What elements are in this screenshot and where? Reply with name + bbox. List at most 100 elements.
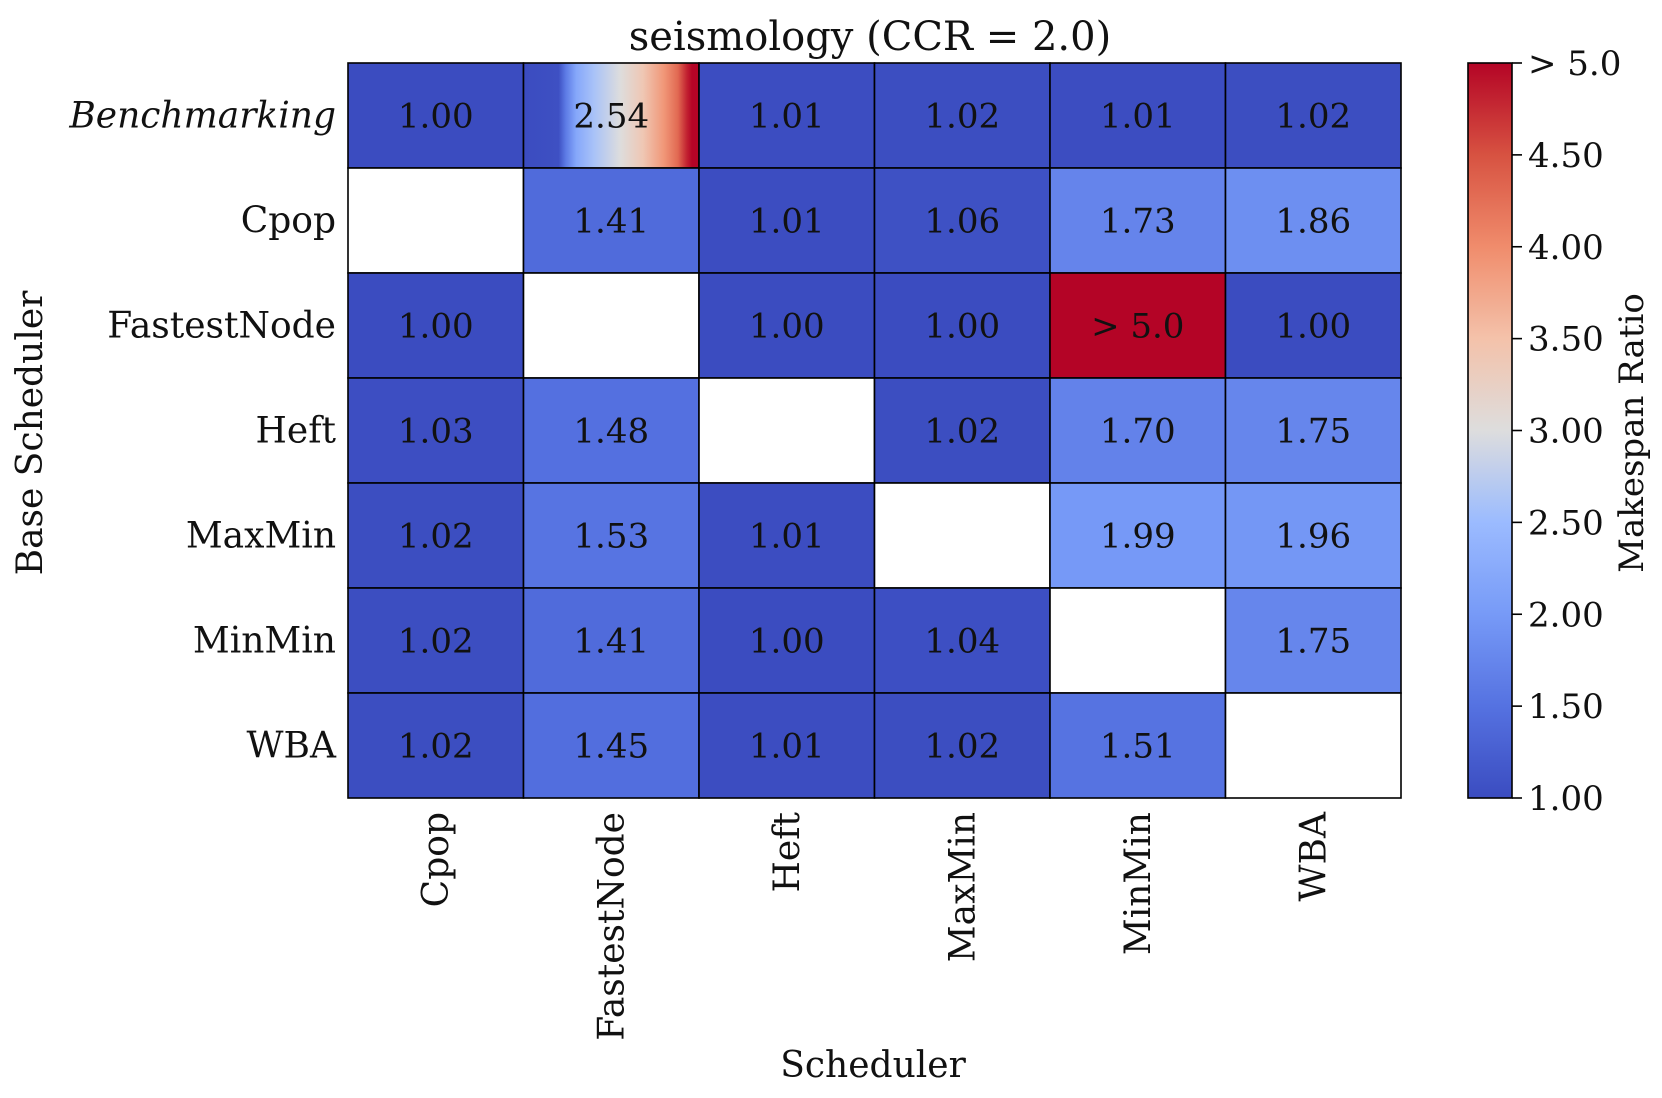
cell-value-label: 1.00 xyxy=(749,307,825,347)
x-axis-label: Scheduler xyxy=(780,1045,966,1086)
cell-value-label: 1.00 xyxy=(749,622,825,662)
cell-value-label: 1.01 xyxy=(749,202,825,242)
heatmap-cell xyxy=(1224,272,1402,379)
colorbar-tick-label: > 5.0 xyxy=(1528,44,1621,84)
heatmap-cell xyxy=(1049,692,1227,799)
cell-value-label: 1.02 xyxy=(924,412,1000,452)
heatmap-cell xyxy=(522,377,700,484)
cell-value-label: 1.02 xyxy=(398,622,474,662)
cell-value-label: 1.01 xyxy=(749,517,825,557)
heatmap-cell xyxy=(1049,62,1227,169)
heatmap-cell xyxy=(698,692,876,799)
x-tick-label: Heft xyxy=(767,811,808,892)
heatmap-cell xyxy=(698,167,876,274)
heatmap-cell xyxy=(698,587,876,694)
heatmap-cell xyxy=(347,62,525,169)
colorbar-tick-label: 1.50 xyxy=(1528,687,1604,727)
colorbar-tick-label: 4.00 xyxy=(1528,228,1604,268)
colorbar-gradient xyxy=(1467,62,1513,799)
heatmap-cell xyxy=(1224,692,1402,799)
heatmap-cell xyxy=(1224,377,1402,484)
cell-value-label: 1.01 xyxy=(1100,97,1176,137)
heatmap-cell xyxy=(347,167,525,274)
x-tick-label: WBA xyxy=(1293,811,1334,901)
cell-value-label: 1.45 xyxy=(573,727,649,767)
heatmap-cell xyxy=(873,377,1051,484)
cell-value-label: 1.48 xyxy=(573,412,649,452)
heatmap-cell xyxy=(1049,482,1227,589)
cell-value-label: 1.75 xyxy=(1275,412,1351,452)
y-tick-label: MinMin xyxy=(193,621,336,662)
x-tick-label: FastestNode xyxy=(591,812,632,1041)
cell-value-label: 1.02 xyxy=(924,97,1000,137)
heatmap-cell xyxy=(522,587,700,694)
colorbar-label: Makespan Ratio xyxy=(1612,293,1652,573)
heatmap-cell xyxy=(698,377,876,484)
chart-title: seismology (CCR = 2.0) xyxy=(629,14,1111,60)
heatmap-cell xyxy=(698,62,876,169)
cell-value-label: 1.53 xyxy=(573,517,649,557)
cell-value-label: 1.70 xyxy=(1100,412,1176,452)
heatmap-cells: 1.00 2.54 1.01 1.02 1.01 1.02 1.41 1.01 1.06 1.73… xyxy=(347,62,1402,799)
colorbar-tick-label: 3.50 xyxy=(1528,320,1604,360)
cell-value-label: 1.51 xyxy=(1100,727,1176,767)
heatmap-cell xyxy=(522,272,700,379)
cell-value-label: 1.03 xyxy=(398,412,474,452)
cell-value-label: 1.06 xyxy=(924,202,1000,242)
colorbar-tick-label: 2.00 xyxy=(1528,595,1604,635)
heatmap-cell xyxy=(698,272,876,379)
y-axis-label: Base Scheduler xyxy=(10,290,51,576)
cell-value-label: 1.04 xyxy=(924,622,1000,662)
y-tick-label: WBA xyxy=(247,726,337,767)
colorbar-tick-label: 3.00 xyxy=(1528,412,1604,452)
cell-value-label: 1.00 xyxy=(1275,307,1351,347)
cell-value-label: 1.41 xyxy=(573,622,649,662)
colorbar-tick-label: 4.50 xyxy=(1528,136,1604,176)
cell-value-label: 1.99 xyxy=(1100,517,1176,557)
cell-value-label: 1.00 xyxy=(398,97,474,137)
x-tick-label: MaxMin xyxy=(942,812,983,962)
cell-value-label: 1.02 xyxy=(398,517,474,557)
heatmap-cell xyxy=(1224,587,1402,694)
y-tick-label: Heft xyxy=(256,411,337,452)
heatmap-cell xyxy=(1049,587,1227,694)
heatmap-cell xyxy=(347,377,525,484)
colorbar-tick-label: 2.50 xyxy=(1528,503,1604,543)
heatmap-cell xyxy=(1224,482,1402,589)
y-tick-label: FastestNode xyxy=(107,306,336,347)
cell-value-label: 2.54 xyxy=(573,97,649,137)
cell-value-label: 1.01 xyxy=(749,97,825,137)
cell-value-label: 1.41 xyxy=(573,202,649,242)
colorbar-tick-label: 1.00 xyxy=(1528,779,1604,819)
x-tick-labels: Cpop FastestNode Heft MaxMin MinMin WBA xyxy=(416,811,1335,1041)
y-tick-label: MaxMin xyxy=(186,516,336,557)
y-tick-labels: Benchmarking Cpop FastestNode Heft MaxMin Min… xyxy=(68,96,337,767)
cell-value-label: 1.86 xyxy=(1275,202,1351,242)
colorbar: 1.00 1.50 2.00 2.50 3.00 3.50 4.00 4.50 > 5.0 xyxy=(1467,44,1621,819)
heatmap-cell xyxy=(1224,62,1402,169)
cell-value-label: 1.02 xyxy=(398,727,474,767)
cell-value-label: 1.02 xyxy=(924,727,1000,767)
heatmap-cell xyxy=(347,587,525,694)
x-tick-label: Cpop xyxy=(416,812,457,907)
heatmap-cell xyxy=(873,272,1051,379)
cell-value-label: 1.02 xyxy=(1275,97,1351,137)
cell-value-label: 1.75 xyxy=(1275,622,1351,662)
heatmap-cell xyxy=(873,692,1051,799)
heatmap-cell xyxy=(347,482,525,589)
heatmap-cell xyxy=(522,62,700,169)
y-tick-label: Benchmarking xyxy=(68,96,336,137)
heatmap-cell xyxy=(1224,167,1402,274)
x-tick-label: MinMin xyxy=(1118,812,1159,955)
heatmap-cell xyxy=(522,482,700,589)
cell-value-label: 1.96 xyxy=(1275,517,1351,557)
heatmap-cell xyxy=(1049,167,1227,274)
cell-value-label: 1.00 xyxy=(924,307,1000,347)
cell-value-label: 1.73 xyxy=(1100,202,1176,242)
y-tick-label: Cpop xyxy=(241,201,336,242)
cell-value-label: 1.00 xyxy=(398,307,474,347)
cell-value-label: > 5.0 xyxy=(1091,307,1184,347)
heatmap-cell xyxy=(873,62,1051,169)
heatmap-cell xyxy=(347,272,525,379)
